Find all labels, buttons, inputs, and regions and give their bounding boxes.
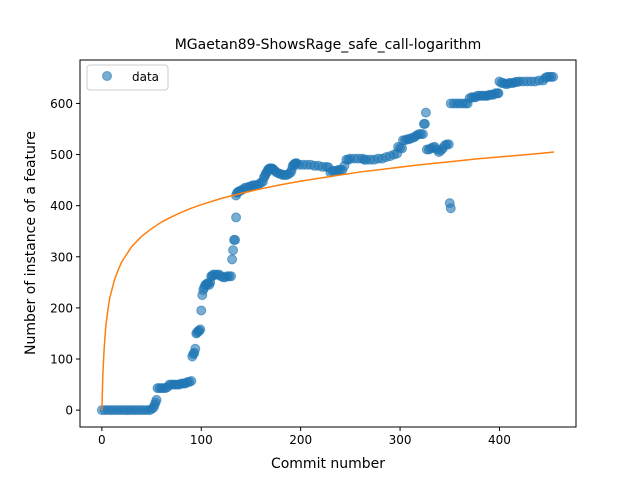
fit-line (101, 151, 555, 411)
data-point-226 (548, 71, 559, 82)
data-point-153 (397, 143, 408, 154)
y-tick-label-0: 0 (65, 404, 73, 418)
x-tick-label-300: 300 (389, 433, 412, 447)
data-point-71 (227, 254, 238, 265)
data-point-39 (186, 376, 197, 386)
y-tick-label-400: 400 (50, 199, 73, 213)
x-tick-label-400: 400 (488, 433, 511, 447)
x-axis-label: Commit number (271, 456, 385, 472)
legend: data (86, 64, 169, 91)
y-tick-label-500: 500 (50, 148, 73, 162)
y-tick-label-200: 200 (50, 301, 73, 315)
data-point-167 (420, 107, 431, 118)
data-point-48 (195, 324, 206, 335)
plot-area (96, 71, 559, 416)
data-point-179 (443, 139, 454, 150)
axis-ticks: 0 100 200 300 400 0 100 200 300 400 500 600 (50, 97, 511, 447)
y-tick-label-300: 300 (50, 250, 73, 264)
x-tick-label-200: 200 (289, 433, 312, 447)
data-point-204 (493, 88, 504, 99)
data-point-181 (445, 203, 456, 214)
legend-label-data: data (132, 70, 159, 84)
x-tick-label-100: 100 (190, 433, 213, 447)
y-tick-label-100: 100 (50, 353, 73, 367)
data-point-74 (230, 234, 241, 245)
data-point-43 (190, 343, 201, 354)
x-tick-label-0: 0 (98, 433, 106, 447)
data-point-72 (228, 245, 239, 256)
data-point-21 (151, 394, 162, 405)
y-tick-label-600: 600 (50, 97, 73, 111)
axes-frame (79, 59, 577, 428)
y-axis-label: Number of instance of a feature (23, 131, 39, 355)
data-point-166 (419, 118, 430, 129)
data-point-70 (226, 271, 237, 282)
data-point-75 (231, 212, 242, 223)
legend-marker-data (102, 71, 112, 81)
chart-title: MGaetan89-ShowsRage_safe_call-logarithm (175, 37, 482, 53)
data-point-164 (417, 129, 428, 140)
data-point-49 (196, 305, 207, 316)
